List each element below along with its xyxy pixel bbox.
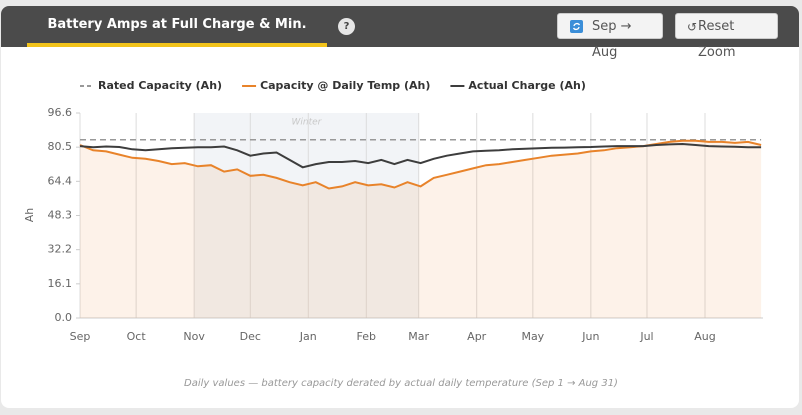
legend-label: Capacity @ Daily Temp (Ah) (260, 79, 430, 92)
button-label: Sep → Aug (592, 19, 632, 60)
x-tick-label: Jun (581, 330, 599, 343)
y-tick-label: 48.3 (48, 209, 73, 222)
x-tick-label: Aug (694, 330, 715, 343)
y-tick-label: 32.2 (48, 243, 73, 256)
card: Battery Amps at Full Charge & Min. Temp … (1, 6, 799, 408)
y-tick-label: 16.1 (48, 277, 73, 290)
x-tick-label: Jul (639, 330, 653, 343)
refresh-icon (570, 20, 583, 33)
series-line (79, 142, 762, 169)
band-label: Winter (291, 118, 322, 128)
x-tick-label: Dec (240, 330, 261, 343)
footnote: Daily values — battery capacity derated … (184, 378, 618, 389)
x-tick-label: Apr (467, 330, 487, 343)
reset-icon: ↺ (687, 20, 698, 34)
help-icon[interactable]: ? (338, 18, 355, 35)
x-tick-label: May (521, 330, 544, 343)
button-label: Reset Zoom (698, 19, 736, 60)
legend-item[interactable]: Actual Charge (Ah) (450, 79, 586, 92)
range-button[interactable]: Sep → Aug (557, 13, 663, 60)
legend-item[interactable]: Capacity @ Daily Temp (Ah) (242, 79, 430, 92)
legend-item[interactable]: Rated Capacity (Ah) (80, 79, 222, 92)
reset-zoom-button[interactable]: ↺ Reset Zoom (675, 13, 778, 60)
tab[interactable]: Battery Amps at Full Charge & Min. Temp (27, 6, 327, 70)
y-tick-label: 80.5 (48, 140, 73, 153)
legend-label: Actual Charge (Ah) (468, 79, 585, 92)
x-tick-label: Jan (299, 330, 317, 343)
area (80, 140, 762, 318)
toolbar: Battery Amps at Full Charge & Min. Temp … (1, 6, 799, 70)
legend-label: Rated Capacity (Ah) (98, 79, 222, 92)
x-tick-label: Nov (183, 330, 205, 343)
x-tick-label: Oct (127, 330, 147, 343)
x-tick-label: Feb (357, 330, 376, 343)
band (194, 113, 419, 318)
x-tick-label: Sep (70, 330, 91, 343)
y-axis-title: Ah (23, 208, 36, 223)
x-tick-label: Mar (408, 330, 429, 343)
y-tick-label: 96.6 (48, 106, 73, 119)
y-tick-label: 64.4 (48, 174, 73, 187)
y-tick-label: 0.0 (55, 311, 73, 324)
